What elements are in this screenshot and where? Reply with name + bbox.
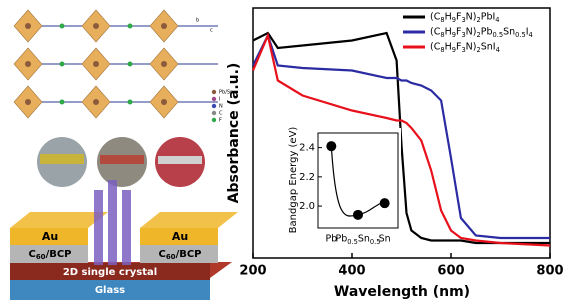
inset-y-tick-label: 2.0 bbox=[299, 201, 315, 212]
inset-point bbox=[353, 210, 363, 220]
atom bbox=[128, 62, 133, 67]
schematic: Au Au C60​/BCP C60​/BCP 2D single crysta… bbox=[10, 10, 238, 300]
au-label: Au bbox=[42, 230, 58, 243]
atom-legend-label: C bbox=[219, 111, 223, 117]
atom bbox=[161, 99, 167, 105]
light-beam bbox=[108, 180, 117, 265]
inset-x-tick-label: Sn bbox=[379, 234, 391, 245]
legend-label: (C8​H9​F3​N)2​SnI4​ bbox=[430, 42, 500, 55]
au-label: Au bbox=[172, 230, 188, 243]
atom-legend-dot bbox=[212, 90, 216, 94]
atom-legend-dot bbox=[212, 118, 216, 122]
crystal-label: 2D single crystal bbox=[63, 267, 157, 278]
light-beam bbox=[94, 190, 103, 265]
x-tick-label: 800 bbox=[536, 264, 563, 279]
photo-detail bbox=[158, 156, 202, 164]
atom-legend-label: N bbox=[219, 104, 223, 110]
inset-point bbox=[326, 141, 336, 151]
x-tick-label: 400 bbox=[338, 264, 365, 279]
atom bbox=[161, 61, 167, 67]
atom-legend-dot bbox=[212, 111, 216, 115]
au-top bbox=[140, 212, 238, 228]
axis-label: b bbox=[196, 18, 199, 24]
atom-legend-label: F bbox=[219, 118, 222, 124]
atom-legend-dot bbox=[212, 104, 216, 108]
atom bbox=[25, 23, 31, 29]
y-axis-title: Absorbance (a.u.) bbox=[226, 63, 242, 204]
photo-detail bbox=[40, 154, 84, 164]
atom-legend-label: I bbox=[219, 97, 220, 103]
figure: Au Au C60​/BCP C60​/BCP 2D single crysta… bbox=[0, 0, 567, 304]
atom bbox=[128, 100, 133, 105]
c60-label: C60​/BCP bbox=[158, 249, 201, 261]
atom-legend-dot bbox=[212, 97, 216, 101]
legend-label: (C8​H9​F3​N)2​Pb0.5​Sn0.5​I4​ bbox=[430, 27, 533, 40]
atom bbox=[93, 23, 99, 29]
photo-detail bbox=[100, 155, 144, 164]
glass-label: Glass bbox=[95, 285, 125, 296]
atom bbox=[60, 62, 65, 67]
x-axis-title: Wavelength (nm) bbox=[334, 284, 470, 300]
axis-label: c bbox=[210, 28, 213, 34]
c60-label: C60​/BCP bbox=[28, 249, 71, 261]
inset-y-title: Bandgap Energy (eV) bbox=[288, 127, 299, 234]
atom bbox=[60, 24, 65, 29]
x-tick-label: 600 bbox=[437, 264, 464, 279]
atom bbox=[161, 23, 167, 29]
legend-label: (C8​H9​F3​N)2​PbI4​ bbox=[430, 12, 500, 25]
x-tick-label: 200 bbox=[239, 264, 266, 279]
atom bbox=[25, 61, 31, 67]
atom bbox=[128, 24, 133, 29]
atom bbox=[93, 99, 99, 105]
atom bbox=[93, 61, 99, 67]
au-top bbox=[10, 212, 108, 228]
atom bbox=[60, 100, 65, 105]
inset-y-tick-label: 2.4 bbox=[299, 143, 315, 154]
inset-point bbox=[380, 198, 390, 208]
atom bbox=[25, 99, 31, 105]
light-beam bbox=[122, 190, 131, 265]
inset-y-tick-label: 2.2 bbox=[299, 172, 315, 183]
